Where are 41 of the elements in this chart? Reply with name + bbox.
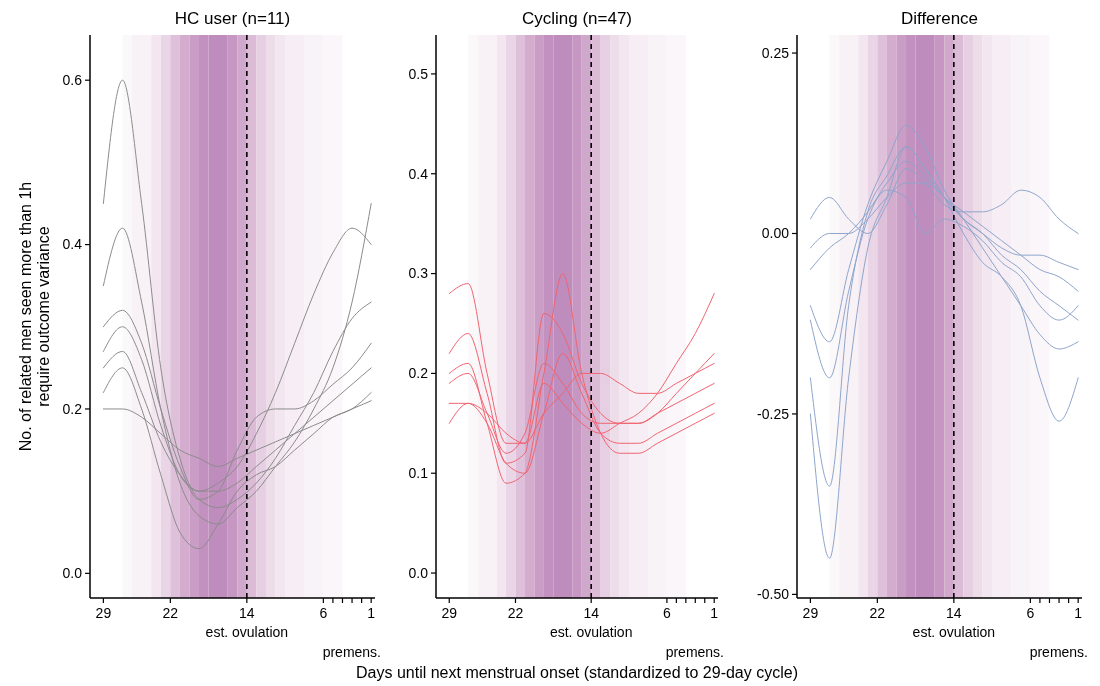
line-series <box>448 273 715 484</box>
x-tick-label: 14 <box>583 605 600 621</box>
x-tick-label: 6 <box>1026 605 1035 621</box>
x-tick-label: 1 <box>1074 605 1083 621</box>
x-tick-label: 14 <box>239 605 255 621</box>
y-tick-label: 0.0 <box>408 564 429 581</box>
chart-title: Cycling (n=47) <box>521 9 633 28</box>
ref-line-label: est. ovulation <box>549 624 633 640</box>
y-tick-label: 0.4 <box>408 165 429 182</box>
y-tick-label: 0.1 <box>408 465 429 482</box>
y-tick-label: 0.3 <box>408 265 429 282</box>
y-tick-label: 0.4 <box>62 236 83 253</box>
x-tick-label: 6 <box>663 605 671 621</box>
chart-title: Difference <box>900 9 979 28</box>
x-tick-label: 1 <box>710 605 719 621</box>
y-axis-title: No. of related men seen more than 1h require outcome variance <box>17 181 52 452</box>
x-tick-label: 1 <box>367 605 376 621</box>
x-tick-label: 22 <box>869 605 886 621</box>
chart-title: HC user (n=11) <box>174 9 291 28</box>
ref-line-label: est. ovulation <box>205 624 289 640</box>
x-tick-label: 14 <box>946 605 962 621</box>
y-tick-label: 0.00 <box>761 225 790 242</box>
y-tick-label: 0.2 <box>408 365 429 382</box>
x-tick-label: 6 <box>319 605 328 621</box>
y-tick-label: 0.6 <box>62 72 83 89</box>
y-tick-label: 0.5 <box>408 65 429 82</box>
y-tick-label: 0.0 <box>62 565 83 582</box>
y-tick-label: 0.2 <box>62 400 83 417</box>
text: premens. <box>665 644 724 660</box>
ref-line-label: est. ovulation <box>912 624 996 640</box>
x-tick-label: 29 <box>441 605 458 621</box>
text: premens. <box>322 644 381 660</box>
y-tick-label: -0.25 <box>757 405 790 422</box>
y-tick-label: -0.50 <box>757 586 790 603</box>
x-tick-label: 22 <box>507 605 524 621</box>
text: premens. <box>1029 644 1088 660</box>
y-tick-label: 0.25 <box>761 44 790 61</box>
x-tick-label: 22 <box>162 605 179 621</box>
x-tick-label: 29 <box>95 605 112 621</box>
x-axis-title: Days until next menstrual onset (standardized to 29-day cycle) <box>356 664 798 681</box>
x-tick-label: 29 <box>802 605 819 621</box>
